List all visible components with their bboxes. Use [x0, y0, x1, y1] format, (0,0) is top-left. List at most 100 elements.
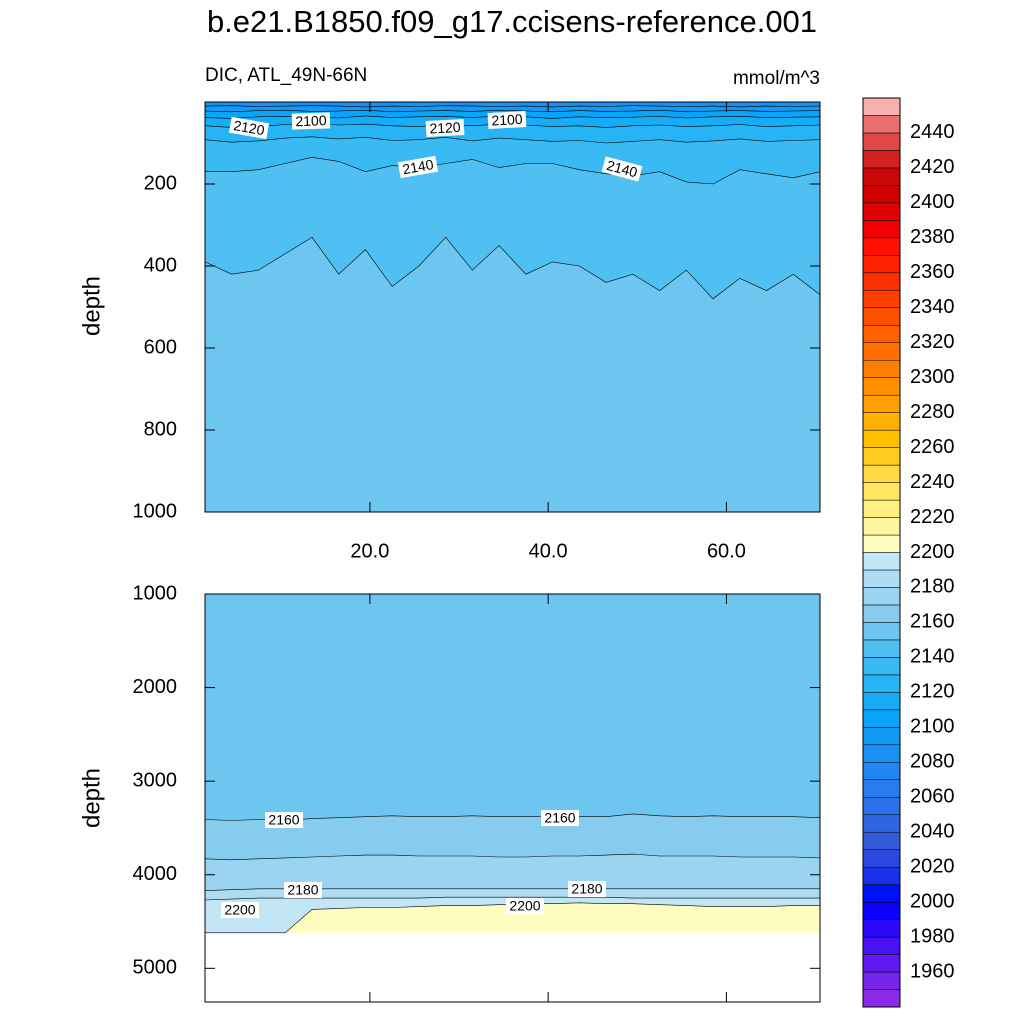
- contour-label: 2100: [487, 111, 527, 129]
- contour-label-box: [506, 898, 544, 914]
- colorbar-box: [862, 447, 901, 466]
- plot-frame: [204, 593, 821, 1003]
- colorbar-tick-label: 2180: [910, 576, 955, 598]
- contour-label-box: [291, 112, 331, 130]
- x-tick-label: 40.0: [529, 540, 568, 562]
- contour-band: [205, 594, 820, 821]
- colorbar-box: [862, 517, 901, 536]
- colorbar-box: [862, 989, 901, 1008]
- missing-data-area: [205, 932, 820, 1002]
- colorbar-tick-label: 2420: [910, 156, 955, 178]
- contour-label-text: 2180: [571, 881, 602, 897]
- contour-label-text: 2140: [401, 156, 435, 177]
- colorbar-box: [862, 901, 901, 920]
- colorbar-box: [862, 936, 901, 955]
- y-tick-label: 1000: [133, 500, 178, 522]
- colorbar-box: [862, 884, 901, 903]
- colorbar-tick-label: 2200: [910, 541, 955, 563]
- contour-label-box: [425, 119, 465, 137]
- y-tick-label: 1000: [133, 582, 178, 604]
- colorbar-box: [862, 290, 901, 309]
- colorbar-box: [862, 412, 901, 431]
- contour-label: 2160: [265, 812, 303, 828]
- y-tick-label: 400: [144, 254, 177, 276]
- contour-label-box: [265, 812, 303, 828]
- colorbar-box: [862, 692, 901, 711]
- colorbar-tick-label: 2360: [910, 261, 955, 283]
- contour-label: 2200: [506, 898, 544, 914]
- contour-label-text: 2120: [429, 119, 461, 137]
- colorbar-box: [862, 307, 901, 326]
- colorbar-box: [862, 709, 901, 728]
- colorbar-box: [862, 762, 901, 780]
- contour-label-box: [397, 155, 439, 179]
- colorbar-box: [862, 552, 901, 571]
- y-tick-label: 4000: [133, 863, 178, 885]
- colorbar-tick-label: 2160: [910, 611, 955, 633]
- colorbar-box: [862, 569, 901, 588]
- y-tick-label: 2000: [133, 676, 178, 698]
- colorbar-tick-label: 2220: [910, 506, 955, 528]
- plot-frame: [204, 101, 821, 513]
- chart-title: b.e21.B1850.f09_g17.ccisens-reference.00…: [207, 4, 817, 39]
- colorbar-box: [862, 657, 901, 676]
- contour-line: [204, 105, 821, 108]
- contour-label-box: [228, 116, 270, 140]
- contour-label-box: [601, 156, 643, 182]
- contour-label-box: [541, 810, 579, 826]
- contour-line: [204, 136, 821, 144]
- colorbar-tick-label: 2140: [910, 646, 955, 668]
- colorbar-tick-label: 2040: [910, 820, 955, 842]
- y-tick-label: 200: [144, 172, 177, 194]
- contour-label-text: 2180: [287, 882, 318, 898]
- colorbar-box: [862, 132, 901, 151]
- colorbar-box: [862, 866, 901, 885]
- colorbar-tick-label: 2120: [910, 681, 955, 703]
- colorbar-box: [862, 429, 901, 448]
- contour-label: 2180: [284, 882, 322, 898]
- contour-label-text: 2120: [232, 117, 266, 138]
- contour-line: [204, 236, 821, 300]
- contour-label-box: [221, 902, 259, 918]
- colorbar-tick-label: 2280: [910, 401, 955, 423]
- contour-label-text: 2200: [509, 898, 540, 914]
- contour-label: 2140: [601, 156, 643, 182]
- colorbar-box: [862, 744, 901, 763]
- x-tick-label: 60.0: [707, 540, 746, 562]
- colorbar-box: [862, 814, 901, 833]
- colorbar-box: [862, 954, 901, 973]
- contour-label-text: 2200: [224, 902, 255, 918]
- contour-label-text: 2160: [544, 810, 575, 826]
- y-tick-label: 5000: [133, 957, 178, 979]
- colorbar-tick-label: 2020: [910, 855, 955, 877]
- colorbar-tick-label: 1980: [910, 925, 955, 947]
- y-axis-label: depth: [78, 768, 105, 828]
- colorbar-box: [862, 499, 901, 518]
- colorbar-tick-label: 2240: [910, 471, 955, 493]
- contour-label-box: [487, 111, 527, 129]
- contour-label: 2180: [568, 881, 606, 897]
- colorbar-tick-label: 2340: [910, 296, 955, 318]
- colorbar-tick-label: 2400: [910, 191, 955, 213]
- colorbar-tick-label: 2320: [910, 331, 955, 353]
- colorbar-box: [862, 534, 901, 553]
- colorbar-tick-label: 2380: [910, 226, 955, 248]
- colorbar-tick-label: 2260: [910, 436, 955, 458]
- contour-label-box: [284, 882, 322, 898]
- colorbar-box: [862, 604, 901, 623]
- colorbar-box: [862, 779, 901, 798]
- contour-line: [204, 813, 821, 821]
- colorbar-tick-label: 2000: [910, 890, 955, 912]
- contour-label: 2160: [541, 810, 579, 826]
- colorbar-tick-label: 2440: [910, 121, 955, 143]
- contour-label-box: [568, 881, 606, 897]
- y-tick-label: 3000: [133, 769, 178, 791]
- colorbar-box: [862, 639, 901, 658]
- colorbar-box: [862, 115, 901, 134]
- contour-label: 2120: [425, 119, 465, 137]
- colorbar-frame: [862, 97, 901, 1008]
- colorbar-box: [862, 167, 901, 186]
- colorbar-box: [862, 220, 901, 239]
